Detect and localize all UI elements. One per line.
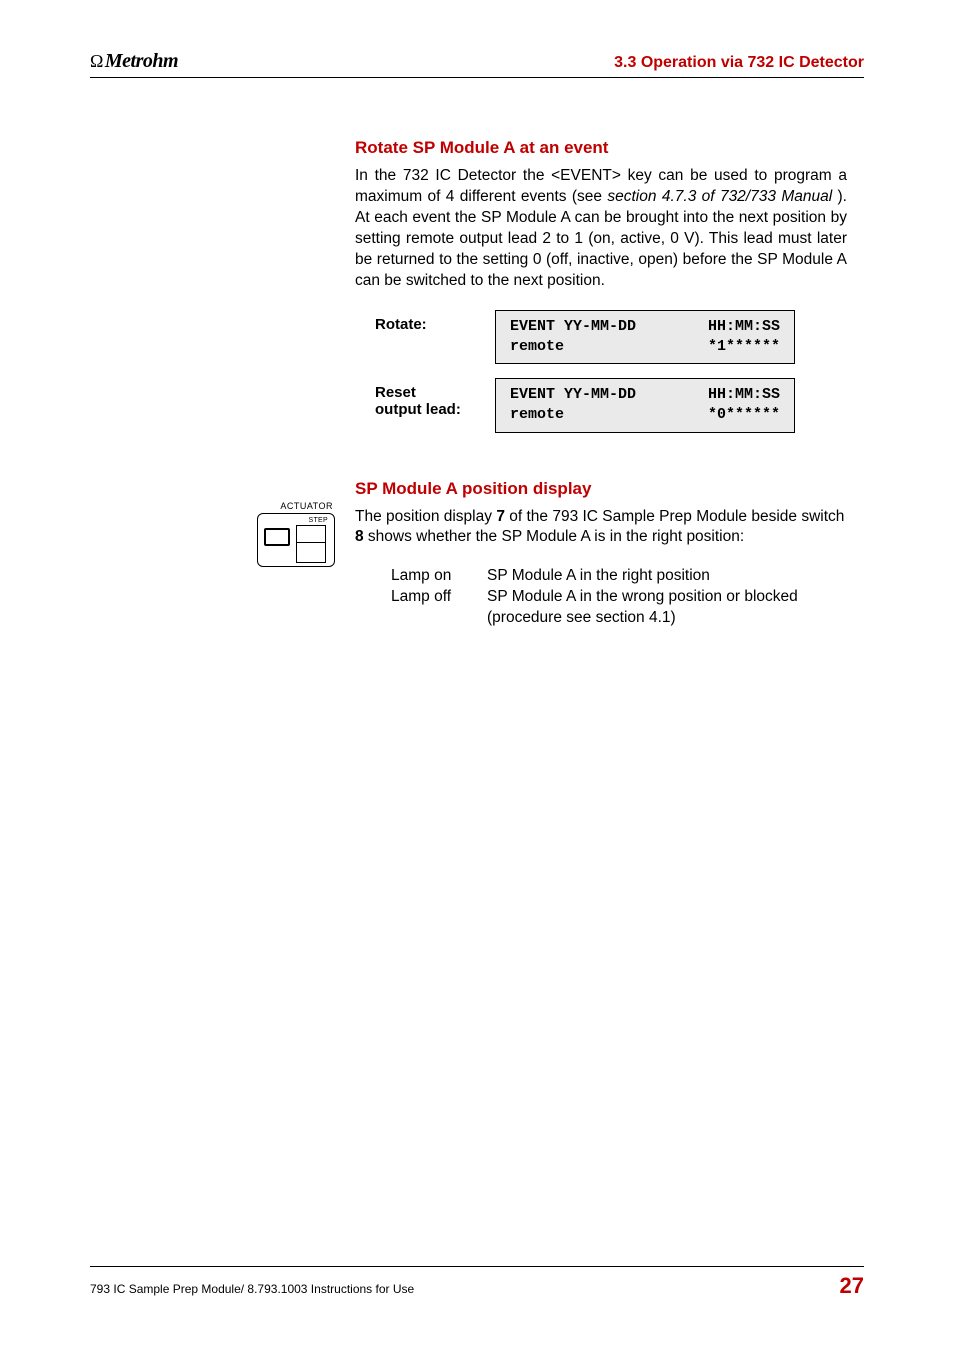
section2-ref-7: 7: [496, 508, 505, 525]
actuator-figure: ACTUATOR STEP: [257, 501, 339, 567]
rotate-row: Rotate: EVENT YY-MM-DD HH:MM:SS remote *…: [355, 310, 847, 365]
reset-label-line1: Reset: [375, 384, 416, 401]
section2-title: SP Module A position display: [355, 479, 847, 499]
section2-para-c: of the 793 IC Sample Prep Module beside …: [505, 508, 844, 525]
section1-paragraph: In the 732 IC Detector the <EVENT> key c…: [355, 166, 847, 292]
reset-row: Reset output lead: EVENT YY-MM-DD HH:MM:…: [355, 378, 847, 433]
lcd-line: remote *1******: [510, 337, 780, 357]
section2-ref-8: 8: [355, 528, 364, 545]
lamp-off-desc: SP Module A in the wrong position or blo…: [487, 587, 847, 629]
page: ΩMetrohm 3.3 Operation via 732 IC Detect…: [0, 0, 954, 1351]
lcd-cell: *1******: [708, 337, 780, 357]
actuator-block-icon: [296, 525, 326, 563]
lamp-off-desc-b: ): [671, 609, 676, 626]
lamp-off-desc-italic: section 4.1: [596, 609, 671, 626]
actuator-button-icon: [264, 528, 290, 546]
content-column: Rotate SP Module A at an event In the 73…: [355, 138, 847, 629]
section2: ACTUATOR STEP SP Module A position displ…: [355, 479, 847, 630]
page-header: ΩMetrohm 3.3 Operation via 732 IC Detect…: [90, 50, 864, 78]
lcd-cell: remote: [510, 337, 564, 357]
section2-para-a: The position display: [355, 508, 496, 525]
lamp-on-row: Lamp on SP Module A in the right positio…: [391, 566, 847, 587]
rotate-lcd: EVENT YY-MM-DD HH:MM:SS remote *1******: [495, 310, 795, 365]
actuator-caption: ACTUATOR: [257, 501, 339, 511]
lcd-line: EVENT YY-MM-DD HH:MM:SS: [510, 385, 780, 405]
footer-doc-title: 793 IC Sample Prep Module/ 8.793.1003 In…: [90, 1282, 414, 1296]
header-section-ref: 3.3 Operation via 732 IC Detector: [614, 54, 864, 72]
lcd-cell: EVENT YY-MM-DD: [510, 317, 636, 337]
page-footer: 793 IC Sample Prep Module/ 8.793.1003 In…: [90, 1266, 864, 1299]
lamp-on-desc: SP Module A in the right position: [487, 566, 710, 587]
lcd-cell: remote: [510, 405, 564, 425]
section2-para-e: shows whether the SP Module A is in the …: [364, 528, 745, 545]
lcd-cell: HH:MM:SS: [708, 385, 780, 405]
footer-page-number: 27: [840, 1273, 864, 1299]
section1-title: Rotate SP Module A at an event: [355, 138, 847, 158]
section2-paragraph: The position display 7 of the 793 IC Sam…: [355, 507, 847, 549]
lamp-off-row: Lamp off SP Module A in the wrong positi…: [391, 587, 847, 629]
brand-name: Metrohm: [105, 50, 178, 72]
reset-label-line2: output lead:: [375, 401, 461, 418]
brand-ohm-glyph: Ω: [90, 51, 103, 71]
lamp-off-label: Lamp off: [391, 587, 487, 629]
rotate-label: Rotate:: [355, 310, 495, 333]
reset-lcd: EVENT YY-MM-DD HH:MM:SS remote *0******: [495, 378, 795, 433]
lcd-cell: HH:MM:SS: [708, 317, 780, 337]
lamp-on-label: Lamp on: [391, 566, 487, 587]
section1-para-italic: section 4.7.3 of 732/733 Manual: [607, 188, 837, 205]
lcd-cell: EVENT YY-MM-DD: [510, 385, 636, 405]
lcd-line: remote *0******: [510, 405, 780, 425]
lcd-cell: *0******: [708, 405, 780, 425]
actuator-icon: STEP: [257, 513, 335, 567]
brand-logo: ΩMetrohm: [90, 50, 178, 73]
actuator-step-label: STEP: [309, 517, 328, 524]
lcd-line: EVENT YY-MM-DD HH:MM:SS: [510, 317, 780, 337]
reset-label: Reset output lead:: [355, 378, 495, 418]
